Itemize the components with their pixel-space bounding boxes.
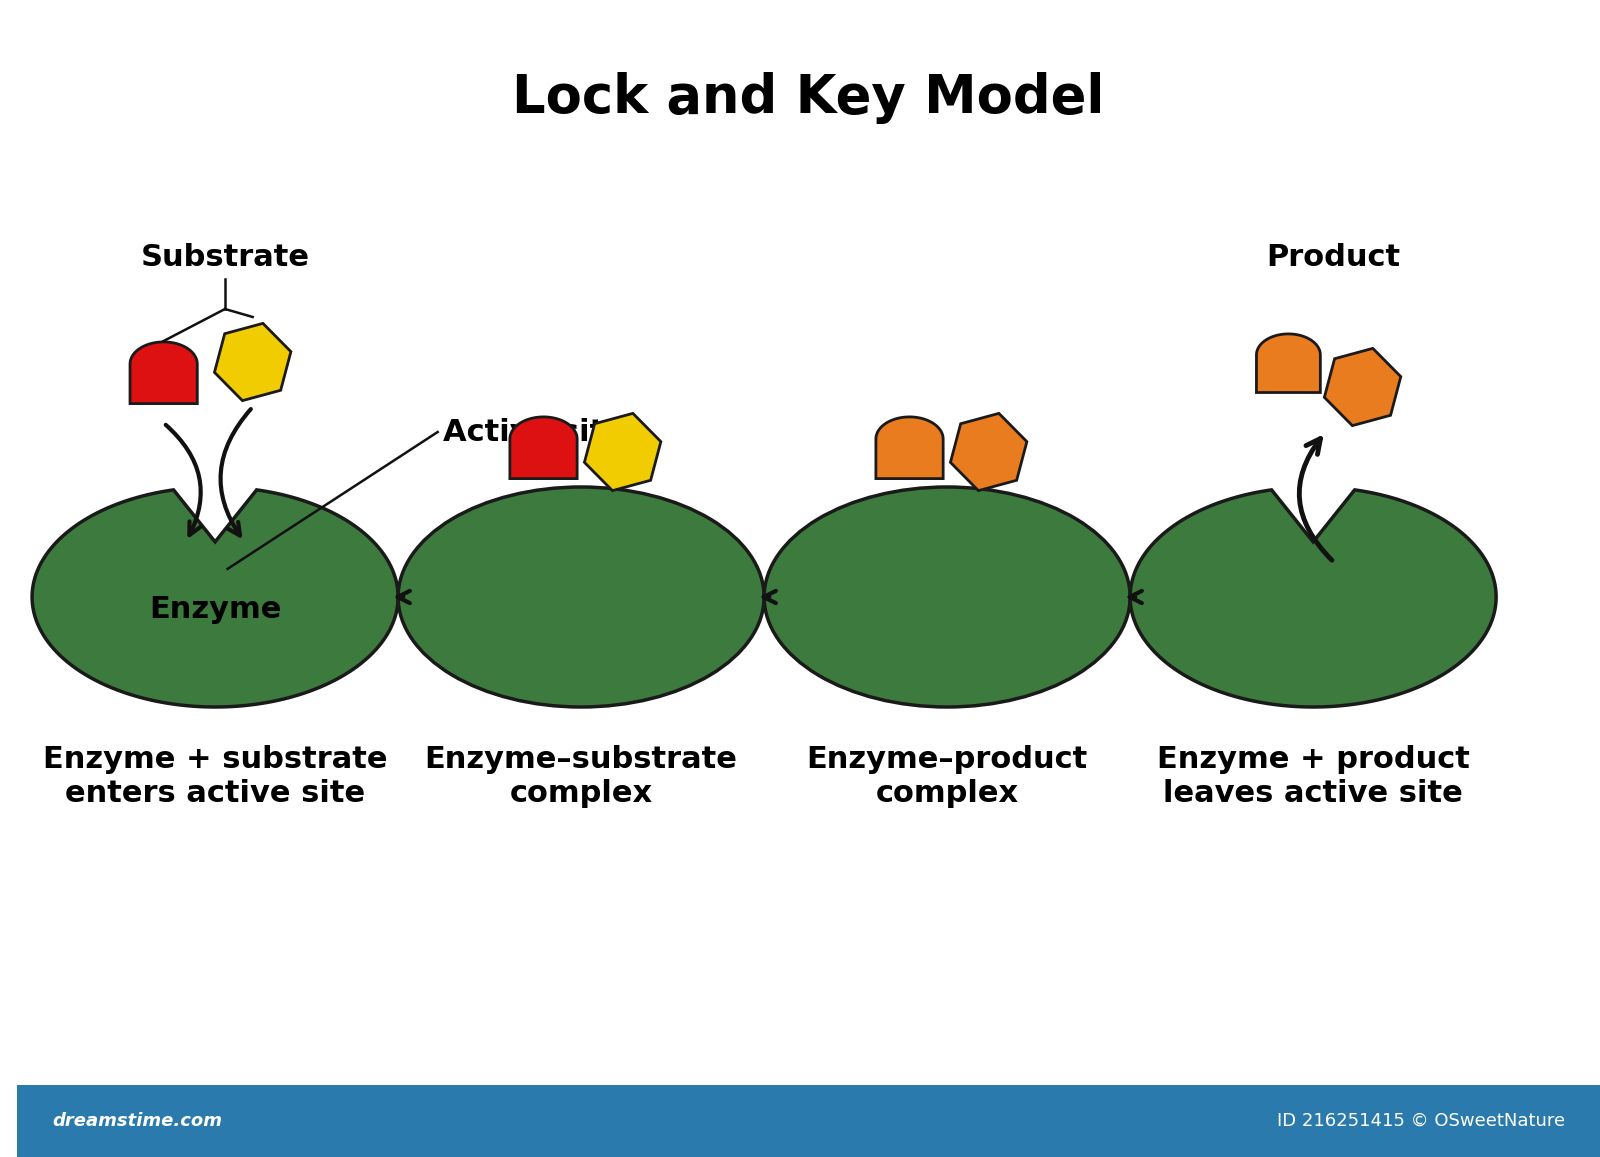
Text: Enzyme + substrate
enters active site: Enzyme + substrate enters active site	[43, 745, 387, 808]
Text: dreamstime.com: dreamstime.com	[51, 1112, 222, 1130]
Text: Enzyme + product
leaves active site: Enzyme + product leaves active site	[1157, 745, 1469, 808]
Polygon shape	[950, 413, 1027, 491]
Polygon shape	[510, 417, 578, 479]
FancyArrowPatch shape	[1299, 439, 1331, 560]
Polygon shape	[32, 489, 398, 707]
Text: Lock and Key Model: Lock and Key Model	[512, 72, 1106, 124]
Text: Enzyme–product
complex: Enzyme–product complex	[806, 745, 1088, 808]
Polygon shape	[584, 413, 661, 491]
Text: Enzyme: Enzyme	[149, 595, 282, 624]
Text: Product: Product	[1266, 243, 1400, 272]
Polygon shape	[130, 342, 197, 404]
Text: Active site: Active site	[443, 418, 624, 447]
Bar	[18, 1085, 1600, 1157]
Polygon shape	[1130, 489, 1496, 707]
Text: Substrate: Substrate	[141, 243, 309, 272]
Polygon shape	[1256, 334, 1320, 392]
Polygon shape	[214, 323, 291, 400]
Ellipse shape	[765, 487, 1130, 707]
FancyArrowPatch shape	[166, 425, 200, 535]
Text: Enzyme–substrate
complex: Enzyme–substrate complex	[424, 745, 738, 808]
Ellipse shape	[398, 487, 765, 707]
FancyArrowPatch shape	[221, 410, 251, 536]
Text: ID 216251415 © OSweetNature: ID 216251415 © OSweetNature	[1277, 1112, 1565, 1130]
Polygon shape	[875, 417, 942, 479]
Polygon shape	[1325, 348, 1402, 426]
